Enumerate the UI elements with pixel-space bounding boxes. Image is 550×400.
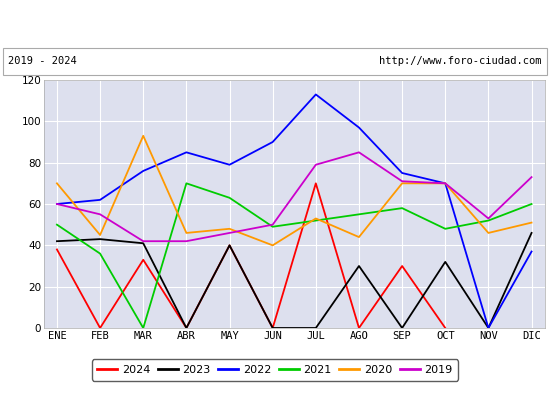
Text: http://www.foro-ciudad.com: http://www.foro-ciudad.com (379, 56, 542, 66)
Text: Evolucion Nº Turistas Extranjeros en el municipio de Paniza: Evolucion Nº Turistas Extranjeros en el … (52, 16, 498, 30)
Legend: 2024, 2023, 2022, 2021, 2020, 2019: 2024, 2023, 2022, 2021, 2020, 2019 (92, 360, 458, 380)
Text: 2019 - 2024: 2019 - 2024 (8, 56, 77, 66)
